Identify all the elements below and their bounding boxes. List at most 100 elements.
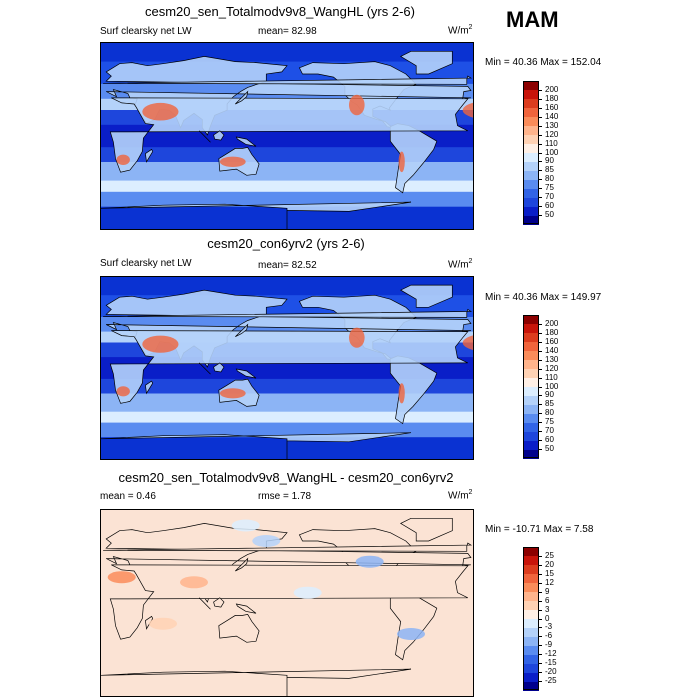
panel-3-title: cesm20_sen_Totalmodv9v8_WangHL - cesm20_… <box>118 470 454 485</box>
colorbar-cell <box>523 98 539 109</box>
colorbar-cell <box>523 618 539 628</box>
panel-1-variable-label: Surf clearsky net LW <box>100 26 192 37</box>
field-band <box>101 180 473 193</box>
colorbar-tick <box>539 170 542 172</box>
coastline <box>235 136 257 147</box>
colorbar-cell <box>523 359 539 370</box>
colorbar-tick-label: 60 <box>545 201 554 211</box>
colorbar-cell <box>523 134 539 145</box>
colorbar-tick-label: 80 <box>545 408 554 418</box>
colorbar-cell <box>523 89 539 100</box>
colorbar-tick-label: 90 <box>545 156 554 166</box>
panel-3-colorbar: -25 -20 -15 -12 -9 -6 -3 0 3 6 9 12 15 20 25 <box>523 547 583 691</box>
colorbar-tick-label: 85 <box>545 165 554 175</box>
panel-1-title: cesm20_sen_Totalmodv9v8_WangHL (yrs 2-6) <box>145 4 415 19</box>
colorbar-cell <box>523 413 539 423</box>
colorbar-tick-label: 70 <box>545 192 554 202</box>
diff-patch <box>293 586 322 599</box>
colorbar-tick <box>539 188 542 190</box>
colorbar-tick <box>539 413 542 415</box>
diff-patch <box>231 519 260 532</box>
colorbar-tick <box>539 422 542 424</box>
coastline <box>399 50 453 75</box>
colorbar-cell <box>523 143 539 153</box>
colorbar-tick-label: 9 <box>545 586 550 596</box>
colorbar-tick <box>539 206 542 208</box>
colorbar-tick-label: -20 <box>545 667 557 677</box>
coastline <box>399 284 453 308</box>
colorbar-tick-label: 110 <box>545 138 558 148</box>
panel-2-mean: mean= 82.52 <box>258 260 317 271</box>
colorbar-cell <box>523 315 539 325</box>
colorbar-cell <box>523 440 539 450</box>
colorbar-tick <box>539 98 542 100</box>
colorbar-tick-label: 120 <box>545 363 559 373</box>
panel-2-map <box>100 276 474 460</box>
colorbar-cell <box>523 323 539 334</box>
diff-patch <box>180 576 208 589</box>
panel-3-mean: mean = 0.46 <box>100 491 156 502</box>
colorbar-tick-label: 140 <box>545 345 559 355</box>
colorbar-tick-label: 130 <box>545 354 559 364</box>
panel-1-mean: mean= 82.98 <box>258 26 317 37</box>
colorbar-tick-label: -15 <box>545 658 557 668</box>
colorbar-tick <box>539 600 542 602</box>
colorbar-tick-label: 100 <box>545 381 559 391</box>
colorbar-tick-label: -6 <box>545 631 553 641</box>
colorbar-tick-label: -12 <box>545 649 557 659</box>
colorbar-tick <box>539 645 542 647</box>
colorbar-tick-label: 180 <box>545 93 559 103</box>
warm-region <box>398 383 405 404</box>
colorbar-cell <box>523 188 539 198</box>
colorbar-tick-label: -3 <box>545 622 553 632</box>
colorbar-tick-label: 12 <box>545 577 554 587</box>
colorbar-tick-label: 0 <box>545 613 550 623</box>
warm-region <box>116 386 130 397</box>
panel-1-minmax: Min = 40.36 Max = 152.04 <box>485 57 602 68</box>
colorbar-tick-label: 20 <box>545 559 554 569</box>
panel-1-units: W/m2 <box>448 24 473 37</box>
warm-region <box>219 156 246 167</box>
panel-2-variable-label: Surf clearsky net LW <box>100 258 192 269</box>
colorbar-cell <box>523 564 539 575</box>
field-band <box>101 378 473 395</box>
warm-region <box>142 335 179 353</box>
colorbar-tick <box>539 143 542 145</box>
colorbar-tick-label: 25 <box>545 550 554 560</box>
colorbar-cell <box>523 404 539 414</box>
warm-region <box>398 151 405 173</box>
colorbar-cell <box>523 654 539 664</box>
colorbar-tick <box>539 672 542 674</box>
colorbar-tick-label: 50 <box>545 444 554 454</box>
colorbar-tick <box>539 573 542 575</box>
diff-patch <box>252 535 281 547</box>
colorbar-cell <box>523 81 539 91</box>
colorbar-tick-label: 75 <box>545 417 554 427</box>
colorbar-tick-label: 60 <box>545 435 554 445</box>
panel-3-map <box>100 509 474 697</box>
colorbar-cell <box>523 350 539 361</box>
colorbar-cell <box>523 125 539 136</box>
panel-2-colorbar: 50 60 70 75 80 85 90 100 110 120 130 140 160 180 200 <box>523 315 583 459</box>
colorbar-tick-label: 140 <box>545 111 559 121</box>
warm-region <box>462 335 473 350</box>
colorbar-tick <box>539 323 542 325</box>
coastline <box>109 330 469 404</box>
coastline <box>213 362 225 373</box>
field-band <box>101 43 473 63</box>
colorbar-tick-label: 85 <box>545 399 554 409</box>
diff-patch <box>149 617 177 630</box>
colorbar-tick <box>539 449 542 451</box>
colorbar-tick <box>539 89 542 91</box>
colorbar-tick-label: -25 <box>545 676 557 686</box>
coastline <box>213 130 225 141</box>
coastline <box>198 130 211 143</box>
coastline <box>103 75 473 85</box>
colorbar-tick-label: 130 <box>545 120 559 130</box>
colorbar-cell <box>523 582 539 593</box>
diff-patch <box>397 628 425 640</box>
colorbar-tick-label: 100 <box>545 147 559 157</box>
coastline <box>145 380 154 395</box>
colorbar-tick <box>539 663 542 665</box>
colorbar-tick <box>539 197 542 199</box>
